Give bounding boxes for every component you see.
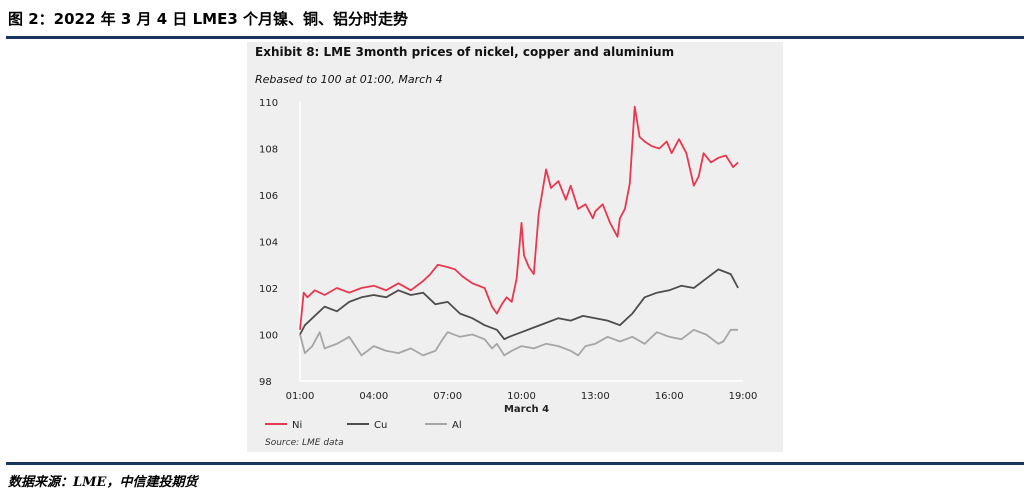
x-tick-label: 04:00: [359, 391, 388, 402]
series-line-al: [299, 328, 739, 357]
chart-source: Source: LME data: [265, 438, 344, 448]
x-tick-label: 13:00: [581, 391, 610, 402]
x-tick-label: 19:00: [729, 391, 758, 402]
y-tick-label: 108: [259, 145, 278, 156]
y-tick-label: 110: [259, 98, 278, 109]
x-tick-label: 01:00: [286, 391, 315, 402]
x-axis-label: March 4: [504, 404, 549, 415]
legend-label-al: Al: [452, 420, 462, 431]
chart-canvas: 98 100 102 104 106 108 110 01:00 04:00 07:00 10:00…: [259, 98, 758, 431]
top-rule: [6, 36, 1024, 39]
x-tick-label: 10:00: [507, 391, 536, 402]
x-tick-label: 16:00: [655, 391, 684, 402]
y-tick-label: 100: [259, 331, 278, 342]
y-tick-label: 102: [259, 284, 278, 295]
series-line-cu: [299, 268, 739, 341]
source-note: 数据来源：LME，中信建投期货: [8, 475, 198, 490]
series-line-ni: [299, 105, 739, 330]
chart-title: Exhibit 8: LME 3month prices of nickel, …: [255, 45, 675, 59]
figure-title: 图 2：2022 年 3 月 4 日 LME3 个月镍、铜、铝分时走势: [8, 10, 409, 28]
y-tick-label: 106: [259, 191, 278, 202]
bottom-rule: [6, 462, 1024, 465]
legend-label-cu: Cu: [374, 420, 387, 431]
y-tick-label: 104: [259, 238, 278, 249]
legend-label-ni: Ni: [292, 420, 302, 431]
chart-panel: Exhibit 8: LME 3month prices of nickel, …: [247, 42, 783, 452]
y-tick-label: 98: [259, 377, 272, 388]
chart-subtitle: Rebased to 100 at 01:00, March 4: [255, 73, 443, 86]
x-tick-label: 07:00: [433, 391, 462, 402]
